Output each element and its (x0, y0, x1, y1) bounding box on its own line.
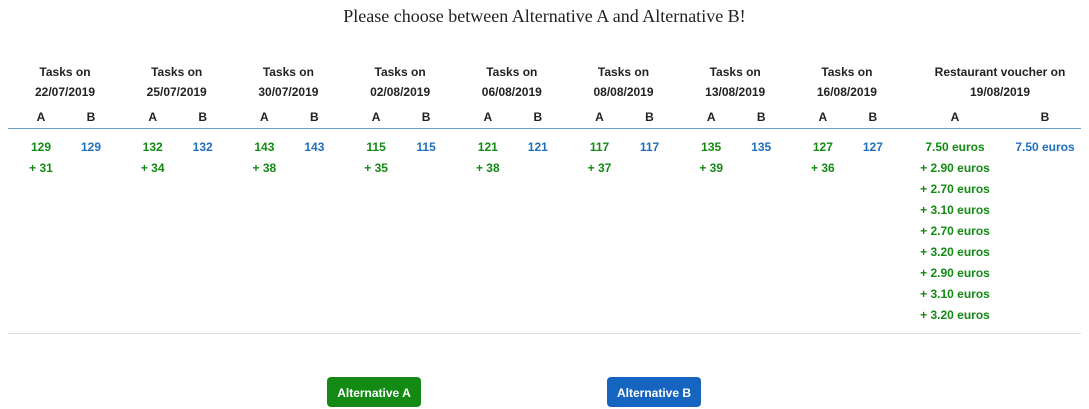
sub-header: A (260, 110, 269, 124)
value-a: + 3.20 euros (920, 245, 990, 259)
value-a: 115 (366, 140, 386, 154)
sub-header: B (310, 110, 319, 124)
value-a: + 2.90 euros (920, 266, 990, 280)
value-b: 7.50 euros (1015, 140, 1075, 154)
value-a: + 2.70 euros (920, 182, 990, 196)
column-header: Tasks on (151, 65, 203, 79)
value-a: + 3.10 euros (920, 203, 990, 217)
value-a: 132 (142, 140, 163, 154)
value-a: + 31 (29, 161, 53, 175)
column-header: 08/08/2019 (593, 85, 654, 99)
sub-header: B (198, 110, 208, 124)
value-a: + 37 (587, 161, 612, 175)
value-a: 135 (701, 140, 722, 154)
column-header: 16/08/2019 (816, 85, 877, 99)
sub-header: A (36, 110, 46, 124)
column-header: Restaurant voucher on (934, 65, 1066, 79)
sub-header: A (483, 110, 493, 124)
value-a: + 3.20 euros (920, 308, 990, 322)
column-header: 19/08/2019 (969, 85, 1031, 99)
column-header: 13/08/2019 (705, 85, 766, 99)
value-a: + 2.90 euros (920, 161, 990, 175)
sub-header: B (645, 110, 654, 124)
value-a: + 3.10 euros (920, 287, 990, 301)
value-b: 143 (304, 140, 325, 154)
title: Please choose between Alternative A and … (343, 6, 746, 26)
value-b: 129 (80, 140, 102, 154)
column-header: 22/07/2019 (34, 85, 96, 99)
column-header: Tasks on (262, 65, 314, 79)
value-b: 127 (862, 140, 883, 154)
sub-header: A (371, 110, 381, 124)
sub-header: B (533, 110, 543, 124)
column-header: 30/07/2019 (258, 85, 319, 99)
value-b: 121 (527, 140, 548, 154)
value-a: 117 (589, 140, 610, 154)
value-a: + 39 (699, 161, 724, 175)
sub-header: B (1040, 110, 1050, 124)
header-rule (8, 128, 1081, 129)
value-a: + 2.70 euros (920, 224, 990, 238)
sub-header: A (818, 110, 828, 124)
value-b: 115 (416, 140, 436, 154)
sub-header: B (421, 110, 431, 124)
sub-header: A (706, 110, 716, 124)
column-header: Tasks on (821, 65, 873, 79)
column-header: Tasks on (374, 65, 426, 79)
column-header: Tasks on (597, 65, 650, 79)
column-header: Tasks on (39, 65, 91, 79)
button-b[interactable]: Alternative B (607, 377, 701, 407)
value-a: 121 (477, 140, 498, 154)
sub-header: A (595, 110, 604, 124)
column-header: 25/07/2019 (146, 85, 207, 99)
column-header: 02/08/2019 (370, 85, 431, 99)
sub-header: B (756, 110, 766, 124)
value-a: 127 (812, 140, 833, 154)
value-b: 135 (751, 140, 772, 154)
column-header: Tasks on (709, 65, 761, 79)
value-b: 132 (192, 140, 213, 154)
button-a[interactable]: Alternative A (327, 377, 421, 407)
sub-header: B (86, 110, 96, 124)
value-a: + 34 (140, 161, 165, 175)
column-header: 06/08/2019 (481, 85, 542, 99)
value-b: 117 (639, 140, 660, 154)
sub-header: B (868, 110, 878, 124)
value-a: + 35 (364, 161, 388, 175)
value-a: + 38 (252, 161, 277, 175)
value-a: 7.50 euros (925, 140, 985, 154)
value-a: 143 (254, 140, 275, 154)
footer-rule (8, 333, 1081, 334)
value-a: + 36 (811, 161, 835, 175)
value-a: + 38 (475, 161, 500, 175)
sub-header: A (148, 110, 158, 124)
column-header: Tasks on (486, 65, 538, 79)
value-a: 129 (30, 140, 52, 154)
sub-header: A (950, 110, 960, 124)
